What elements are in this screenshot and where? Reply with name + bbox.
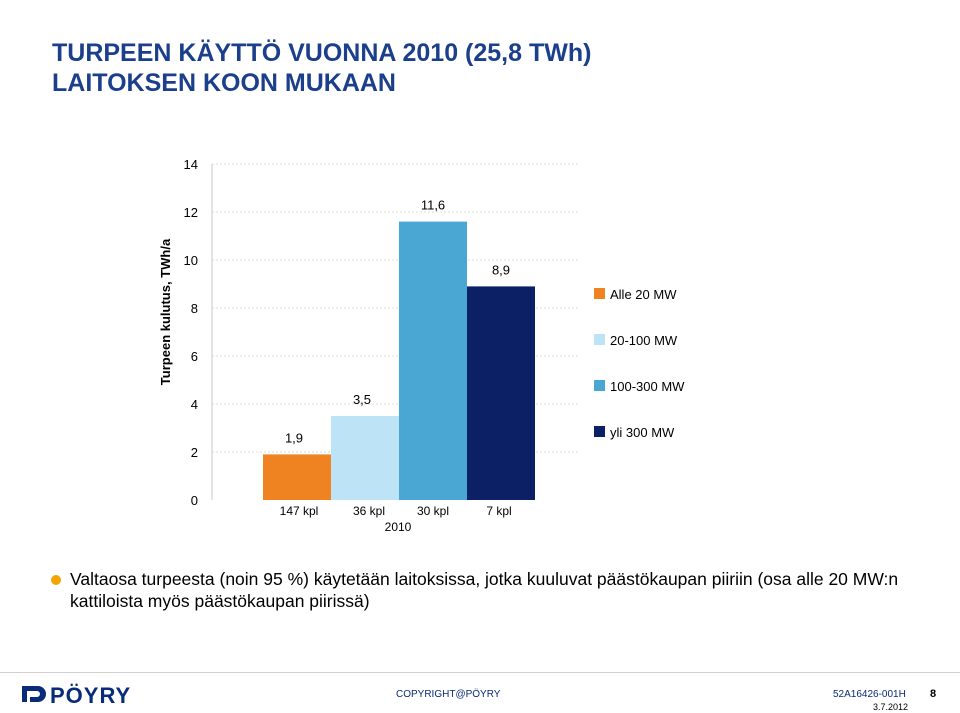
x-category-label: 30 kpl	[417, 504, 449, 518]
x-category-label: 7 kpl	[486, 504, 511, 518]
legend-swatch	[594, 426, 605, 437]
page-title: TURPEEN KÄYTTÖ VUONNA 2010 (25,8 TWh) LA…	[52, 38, 591, 98]
copyright: COPYRIGHT@PÖYRY	[396, 689, 501, 700]
x-axis-label: 2010	[385, 520, 412, 534]
y-tick-label: 6	[191, 349, 198, 364]
x-category-label: 147 kpl	[280, 504, 319, 518]
legend-label: yli 300 MW	[610, 425, 675, 440]
x-category-label: 36 kpl	[353, 504, 385, 518]
data-label: 8,9	[492, 262, 510, 277]
logo-text: PÖYRY	[50, 683, 132, 708]
title-line-1: TURPEEN KÄYTTÖ VUONNA 2010 (25,8 TWh)	[52, 39, 592, 67]
y-tick-label: 10	[184, 253, 198, 268]
bar	[263, 454, 331, 500]
data-label: 3,5	[353, 392, 371, 407]
bar	[331, 416, 399, 500]
document-id: 52A16426-001H	[833, 689, 906, 700]
legend-swatch	[594, 288, 605, 299]
y-tick-label: 12	[184, 205, 198, 220]
legend-label: 100-300 MW	[610, 379, 685, 394]
data-label: 11,6	[421, 198, 445, 213]
y-tick-label: 14	[184, 157, 198, 172]
y-tick-label: 2	[191, 445, 198, 460]
title-line-2: LAITOKSEN KOON MUKAAN	[52, 69, 396, 97]
data-label: 1,9	[285, 430, 303, 445]
legend-swatch	[594, 334, 605, 345]
bar-chart: 0 2 4 6 8 10 12 14 Turpeen kulutus, TWh/a 1,9 147 …	[158, 157, 685, 534]
legend-label: Alle 20 MW	[610, 287, 677, 302]
bullet-text: Valtaosa turpeesta (noin 95 %) käytetään…	[70, 569, 899, 611]
bullet-icon	[51, 575, 61, 585]
legend-label: 20-100 MW	[610, 333, 678, 348]
bar	[467, 286, 535, 500]
y-tick-label: 0	[191, 493, 198, 508]
date: 3.7.2012	[873, 702, 909, 712]
footer-divider	[0, 672, 960, 673]
y-tick-label: 4	[191, 397, 198, 412]
legend-swatch	[594, 380, 605, 391]
poyry-logo-icon	[22, 686, 46, 702]
bar	[399, 221, 467, 500]
y-tick-label: 8	[191, 301, 198, 316]
y-axis-label: Turpeen kulutus, TWh/a	[158, 238, 173, 385]
page-number: 8	[930, 688, 937, 700]
